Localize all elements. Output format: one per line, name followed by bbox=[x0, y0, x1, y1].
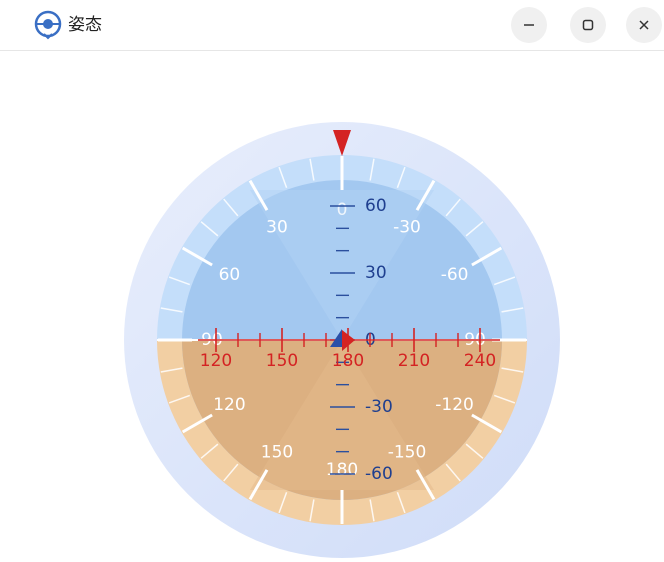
roll-major-tick bbox=[471, 246, 503, 267]
roll-minor-tick bbox=[369, 158, 375, 181]
heading-label: 150 bbox=[266, 351, 298, 371]
roll-major-tick bbox=[415, 179, 436, 211]
roll-minor-tick bbox=[223, 463, 239, 482]
roll-minor-tick bbox=[160, 367, 183, 373]
roll-label: 30 bbox=[266, 217, 288, 237]
roll-label: 150 bbox=[261, 443, 293, 463]
roll-minor-tick bbox=[396, 166, 406, 189]
pitch-label: -30 bbox=[365, 397, 393, 417]
roll-label: -150 bbox=[388, 443, 427, 463]
roll-minor-tick bbox=[465, 221, 484, 237]
roll-label: -30 bbox=[393, 217, 421, 237]
app-icon bbox=[34, 10, 62, 40]
roll-label: 120 bbox=[213, 395, 245, 415]
roll-major-tick bbox=[181, 413, 213, 434]
roll-major-tick bbox=[415, 469, 436, 501]
roll-minor-tick bbox=[493, 394, 516, 404]
heading-label: 240 bbox=[464, 351, 496, 371]
roll-label: 0 bbox=[337, 200, 348, 220]
roll-label: 60 bbox=[219, 265, 241, 285]
heading-scale: 120 150 180 210 240 bbox=[198, 328, 500, 371]
roll-minor-tick bbox=[160, 307, 183, 313]
roll-minor-tick bbox=[309, 158, 315, 181]
pitch-label: 30 bbox=[365, 263, 387, 283]
window-title: 姿态 bbox=[68, 15, 102, 35]
roll-minor-tick bbox=[501, 367, 524, 373]
roll-minor-tick bbox=[465, 443, 484, 459]
roll-label: -120 bbox=[435, 395, 474, 415]
roll-minor-tick bbox=[369, 499, 375, 522]
roll-minor-tick bbox=[501, 307, 524, 313]
title-bar: 姿态 bbox=[0, 7, 664, 51]
roll-minor-tick bbox=[309, 499, 315, 522]
roll-minor-tick bbox=[278, 491, 288, 514]
roll-minor-tick bbox=[168, 394, 191, 404]
roll-label: 180 bbox=[326, 460, 358, 480]
roll-minor-tick bbox=[396, 491, 406, 514]
roll-minor-tick bbox=[200, 221, 219, 237]
roll-minor-tick bbox=[200, 443, 219, 459]
pitch-label: -60 bbox=[365, 464, 393, 484]
roll-major-tick bbox=[248, 469, 269, 501]
roll-pointer bbox=[333, 130, 351, 156]
roll-minor-tick bbox=[493, 276, 516, 286]
roll-major-tick bbox=[181, 246, 213, 267]
roll-label: -60 bbox=[441, 265, 469, 285]
roll-minor-tick bbox=[168, 276, 191, 286]
aircraft-marker bbox=[330, 329, 342, 347]
pitch-label: 60 bbox=[365, 196, 387, 216]
close-button[interactable] bbox=[626, 7, 662, 43]
roll-ticks bbox=[158, 156, 526, 524]
roll-minor-tick bbox=[278, 166, 288, 189]
heading-label: 180 bbox=[332, 351, 364, 371]
roll-major-tick bbox=[248, 179, 269, 211]
heading-label: 210 bbox=[398, 351, 430, 371]
heading-marker bbox=[342, 330, 355, 351]
heading-label: 120 bbox=[200, 351, 232, 371]
roll-minor-tick bbox=[445, 463, 461, 482]
maximize-button[interactable] bbox=[570, 7, 606, 43]
roll-minor-tick bbox=[445, 198, 461, 217]
roll-major-tick bbox=[471, 413, 503, 434]
roll-minor-tick bbox=[223, 198, 239, 217]
minimize-button[interactable] bbox=[511, 7, 547, 43]
